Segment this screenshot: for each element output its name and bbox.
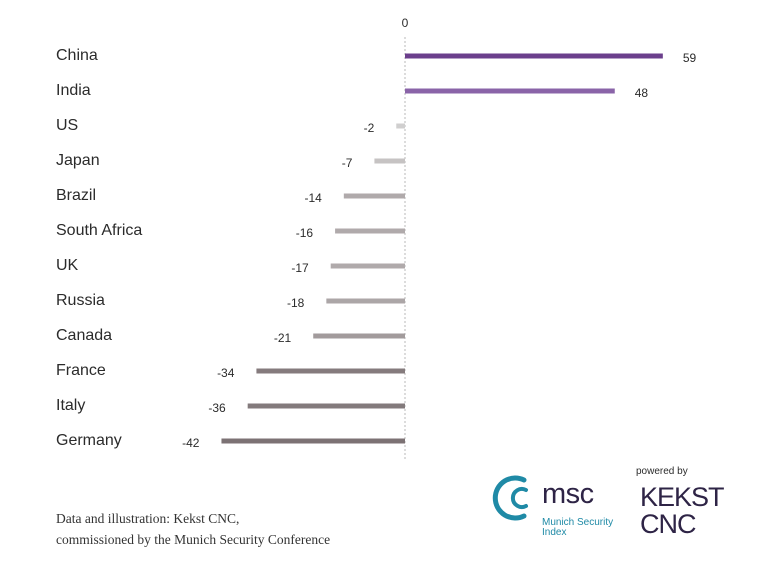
- credit-line-2: commissioned by the Munich Security Conf…: [56, 532, 331, 547]
- bar-brazil: [343, 193, 405, 199]
- category-label-china: China: [56, 47, 98, 64]
- kekst-cnc-logo: KEKST CNC: [640, 482, 725, 539]
- msc-circle-icon: [492, 475, 528, 521]
- bar-japan: [374, 158, 405, 164]
- category-label-canada: Canada: [56, 327, 112, 344]
- value-label-france: -34: [217, 366, 235, 380]
- zero-tick-label: 0: [402, 16, 409, 30]
- bar-germany: [221, 438, 405, 444]
- msc-subtitle-line-2: Index: [542, 527, 567, 538]
- bar-china: [405, 53, 663, 59]
- category-label-india: India: [56, 82, 91, 99]
- bar-france: [256, 368, 405, 374]
- value-label-brazil: -14: [304, 191, 322, 205]
- value-label-japan: -7: [342, 156, 353, 170]
- category-label-russia: Russia: [56, 292, 105, 309]
- value-label-russia: -18: [287, 296, 305, 310]
- bar-chart: 0 China 59 India 48 US -2 Japan -7 Brazil -14 Sout…: [56, 16, 697, 460]
- bar-india: [405, 88, 615, 94]
- category-label-france: France: [56, 362, 106, 379]
- bar-canada: [313, 333, 405, 339]
- msc-subtitle-line-1: Munich Security: [542, 517, 614, 528]
- value-label-canada: -21: [274, 331, 292, 345]
- value-label-uk: -17: [291, 261, 309, 275]
- value-label-south-africa: -16: [296, 226, 314, 240]
- category-label-south-africa: South Africa: [56, 222, 142, 239]
- powered-by-label: powered by: [636, 466, 688, 477]
- category-label-us: US: [56, 117, 78, 134]
- kekst-logo-line-1: KEKST: [640, 482, 725, 512]
- bar-italy: [247, 403, 405, 409]
- credit-line-1: Data and illustration: Kekst CNC,: [56, 511, 240, 526]
- msc-wordmark: msc: [542, 478, 594, 510]
- source-credit: Data and illustration: Kekst CNC, commis…: [56, 508, 330, 550]
- value-label-germany: -42: [182, 436, 200, 450]
- msc-logo: msc Munich Security Index: [490, 470, 630, 538]
- bar-us: [396, 123, 405, 129]
- bar-south-africa: [335, 228, 405, 234]
- category-label-germany: Germany: [56, 432, 122, 449]
- value-label-italy: -36: [208, 401, 226, 415]
- category-label-uk: UK: [56, 257, 79, 274]
- msc-subtitle: Munich Security Index: [542, 518, 613, 538]
- bar-uk: [330, 263, 405, 269]
- value-label-china: 59: [683, 51, 697, 65]
- category-label-italy: Italy: [56, 397, 85, 414]
- value-label-india: 48: [635, 86, 649, 100]
- category-label-japan: Japan: [56, 152, 100, 169]
- category-label-brazil: Brazil: [56, 187, 96, 204]
- bar-russia: [326, 298, 405, 304]
- value-label-us: -2: [364, 121, 375, 135]
- kekst-logo-line-2: CNC: [640, 509, 696, 539]
